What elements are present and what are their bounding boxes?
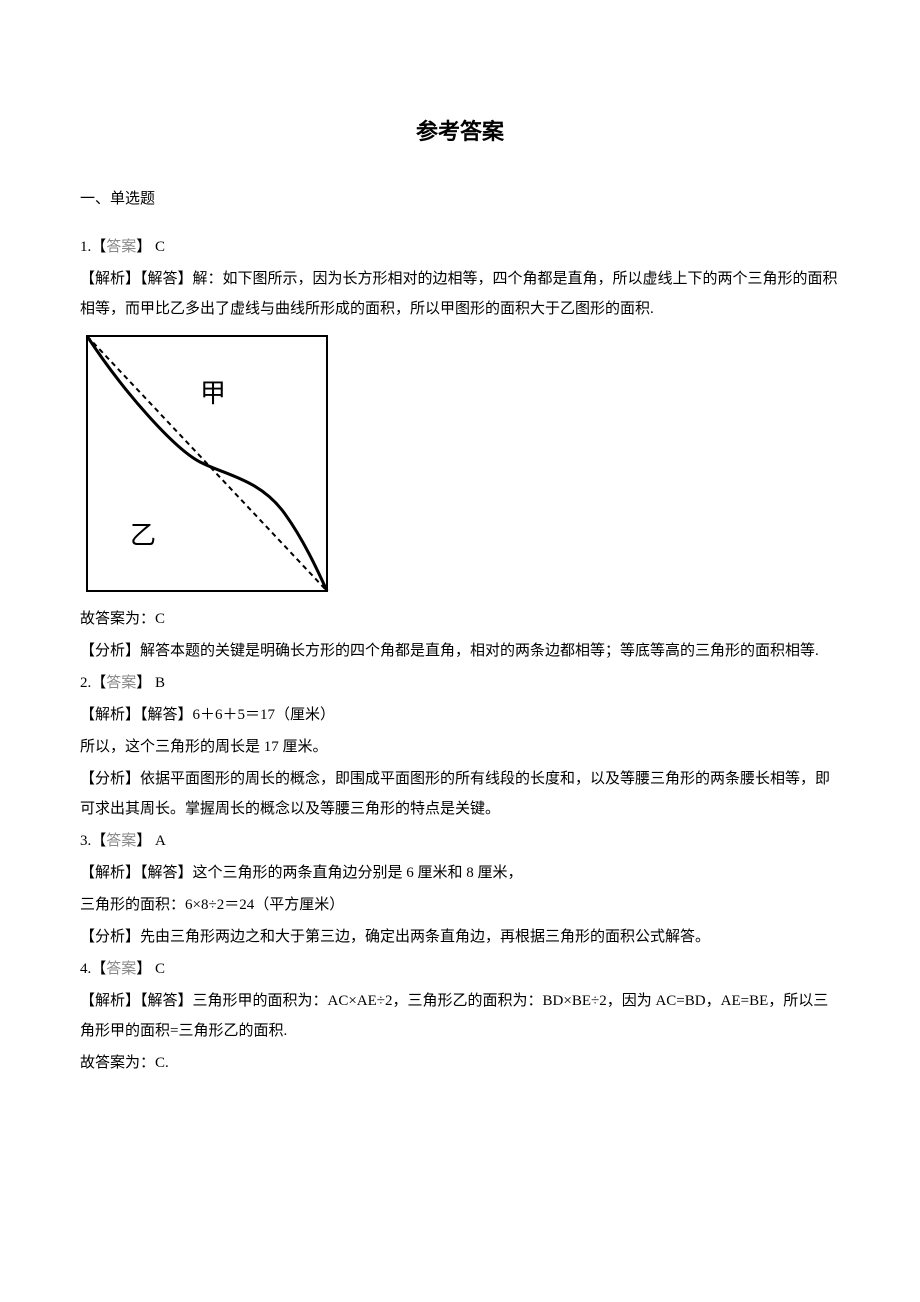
figure-label-bottom: 乙 <box>130 521 156 550</box>
q1-answer-label: 答案 <box>106 239 136 255</box>
q3-answer-label: 答案 <box>106 833 136 849</box>
q4-suffix: 】 C <box>136 961 165 977</box>
q3-answer-line: 3.【答案】 A <box>80 826 840 856</box>
q4-analysis-line1: 【解析】【解答】三角形甲的面积为：AC×AE÷2，三角形乙的面积为：BD×BE÷… <box>80 986 840 1046</box>
q4-answer-label: 答案 <box>106 961 136 977</box>
q2-answer-label: 答案 <box>106 675 136 691</box>
section-header: 一、单选题 <box>80 184 840 214</box>
q1-suffix: 】 C <box>136 239 165 255</box>
page-title: 参考答案 <box>80 110 840 154</box>
q3-prefix: 3.【 <box>80 833 106 849</box>
q3-analysis-line1: 【解析】【解答】这个三角形的两条直角边分别是 6 厘米和 8 厘米， <box>80 858 840 888</box>
q1-prefix: 1.【 <box>80 239 106 255</box>
q1-answer-line: 1.【答案】 C <box>80 232 840 262</box>
q3-analysis-line2: 三角形的面积：6×8÷2＝24（平方厘米） <box>80 890 840 920</box>
q1-figure: 甲 乙 <box>80 334 840 594</box>
q1-conclusion: 故答案为：C <box>80 604 840 634</box>
q4-prefix: 4.【 <box>80 961 106 977</box>
q2-answer-line: 2.【答案】 B <box>80 668 840 698</box>
q2-prefix: 2.【 <box>80 675 106 691</box>
q4-conclusion: 故答案为：C. <box>80 1048 840 1078</box>
q3-suffix: 】 A <box>136 833 166 849</box>
q1-analysis-prefix: 【解析】【解答】解：如下图所示，因为长方形相对的边相等，四个角都是直角，所以虚线… <box>80 264 840 324</box>
q2-analysis-calc: 【解析】【解答】6＋6＋5＝17（厘米） <box>80 700 840 730</box>
q2-suffix: 】 B <box>136 675 165 691</box>
q3-analysis-text: 【分析】先由三角形两边之和大于第三边，确定出两条直角边，再根据三角形的面积公式解… <box>80 922 840 952</box>
figure-label-top: 甲 <box>200 379 226 408</box>
q4-answer-line: 4.【答案】 C <box>80 954 840 984</box>
q2-analysis-text: 【分析】依据平面图形的周长的概念，即围成平面图形的所有线段的长度和，以及等腰三角… <box>80 764 840 824</box>
q2-analysis-result: 所以，这个三角形的周长是 17 厘米。 <box>80 732 840 762</box>
q1-analysis-text: 【分析】解答本题的关键是明确长方形的四个角都是直角，相对的两条边都相等；等底等高… <box>80 636 840 666</box>
